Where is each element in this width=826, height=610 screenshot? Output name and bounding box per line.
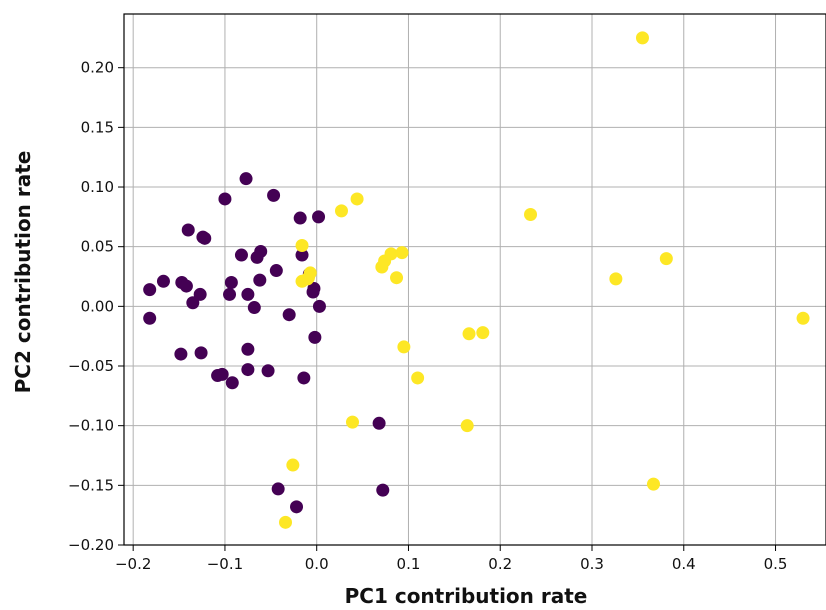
scatter-point-cluster-1 xyxy=(476,326,490,340)
scatter-point-cluster-1 xyxy=(286,458,300,472)
scatter-point-cluster-0 xyxy=(376,483,390,497)
scatter-point-cluster-0 xyxy=(181,223,195,237)
scatter-point-cluster-0 xyxy=(223,287,237,301)
scatter-point-cluster-1 xyxy=(345,415,359,429)
scatter-point-cluster-0 xyxy=(293,211,307,225)
scatter-point-cluster-1 xyxy=(609,272,623,286)
scatter-point-cluster-0 xyxy=(218,192,232,206)
grid-lines xyxy=(124,14,826,546)
scatter-point-cluster-1 xyxy=(350,192,364,206)
scatter-point-cluster-1 xyxy=(524,207,538,221)
scatter-point-cluster-0 xyxy=(225,376,239,390)
scatter-point-cluster-0 xyxy=(312,299,326,313)
x-tick-label: 0.4 xyxy=(672,555,696,573)
scatter-point-cluster-0 xyxy=(254,244,268,258)
data-points xyxy=(143,31,810,529)
x-tick-label: −0.2 xyxy=(115,555,151,573)
scatter-point-cluster-0 xyxy=(224,275,238,289)
y-axis-label: PC2 contribution rate xyxy=(11,151,35,394)
scatter-point-cluster-0 xyxy=(253,273,267,287)
y-tick-label: −0.15 xyxy=(68,476,114,494)
scatter-point-cluster-0 xyxy=(312,210,326,224)
scatter-point-cluster-0 xyxy=(174,347,188,361)
y-tick-label: 0.10 xyxy=(81,178,114,196)
x-tick-label: 0.5 xyxy=(764,555,788,573)
scatter-point-cluster-0 xyxy=(239,172,253,186)
scatter-point-cluster-0 xyxy=(290,500,304,514)
scatter-point-cluster-1 xyxy=(397,340,411,354)
scatter-point-cluster-0 xyxy=(308,330,322,344)
scatter-point-cluster-0 xyxy=(297,371,311,385)
scatter-point-cluster-0 xyxy=(247,301,261,315)
scatter-point-cluster-1 xyxy=(646,477,660,491)
scatter-point-cluster-0 xyxy=(234,248,248,262)
y-tick-label: −0.10 xyxy=(68,417,114,435)
scatter-point-cluster-0 xyxy=(241,287,255,301)
scatter-point-cluster-0 xyxy=(282,308,296,322)
y-tick-label: 0.20 xyxy=(81,59,114,77)
x-tick-label: 0.1 xyxy=(397,555,421,573)
scatter-point-cluster-0 xyxy=(241,363,255,377)
scatter-point-cluster-0 xyxy=(261,364,275,378)
scatter-point-cluster-0 xyxy=(186,296,200,310)
axis-ticks: −0.2 −0.1 0.0 0.1 0.2 0.3 0.4 0.5 −0.20 −0.15 −0.1… xyxy=(68,59,787,573)
x-tick-label: 0.2 xyxy=(488,555,512,573)
scatter-point-cluster-1 xyxy=(390,271,404,285)
scatter-point-cluster-0 xyxy=(198,231,212,245)
scatter-point-cluster-1 xyxy=(395,246,409,260)
scatter-point-cluster-1 xyxy=(295,238,309,252)
scatter-point-cluster-0 xyxy=(194,346,208,360)
scatter-point-cluster-1 xyxy=(659,252,673,266)
scatter-point-cluster-1 xyxy=(460,419,474,433)
scatter-point-cluster-1 xyxy=(635,31,649,45)
plot-frame xyxy=(123,13,826,546)
scatter-point-cluster-1 xyxy=(384,247,398,261)
scatter-point-cluster-0 xyxy=(269,264,283,278)
scatter-point-cluster-1 xyxy=(796,311,810,325)
y-tick-label: 0.00 xyxy=(81,297,114,315)
x-axis-label: PC1 contribution rate xyxy=(345,584,588,608)
scatter-point-cluster-1 xyxy=(462,327,476,341)
x-tick-label: 0.3 xyxy=(580,555,604,573)
y-tick-label: −0.05 xyxy=(68,357,114,375)
scatter-point-cluster-0 xyxy=(156,274,170,288)
scatter-point-cluster-1 xyxy=(334,204,348,218)
scatter-point-cluster-0 xyxy=(295,248,309,262)
y-tick-label: −0.20 xyxy=(68,536,114,554)
scatter-point-cluster-0 xyxy=(143,283,157,297)
y-tick-label: 0.05 xyxy=(81,238,114,256)
x-tick-label: −0.1 xyxy=(207,555,243,573)
scatter-point-cluster-0 xyxy=(307,281,321,295)
scatter-point-cluster-0 xyxy=(241,342,255,356)
scatter-point-cluster-1 xyxy=(279,515,293,529)
y-tick-label: 0.15 xyxy=(81,118,114,136)
scatter-point-cluster-1 xyxy=(411,371,425,385)
scatter-point-cluster-0 xyxy=(372,416,386,430)
scatter-point-cluster-0 xyxy=(215,367,229,381)
scatter-point-cluster-0 xyxy=(267,188,281,202)
scatter-point-cluster-0 xyxy=(271,482,285,496)
x-tick-label: 0.0 xyxy=(305,555,329,573)
scatter-point-cluster-0 xyxy=(143,311,157,325)
scatter-point-cluster-0 xyxy=(193,287,207,301)
scatter-point-cluster-0 xyxy=(179,279,193,293)
scatter-point-cluster-1 xyxy=(303,266,317,280)
